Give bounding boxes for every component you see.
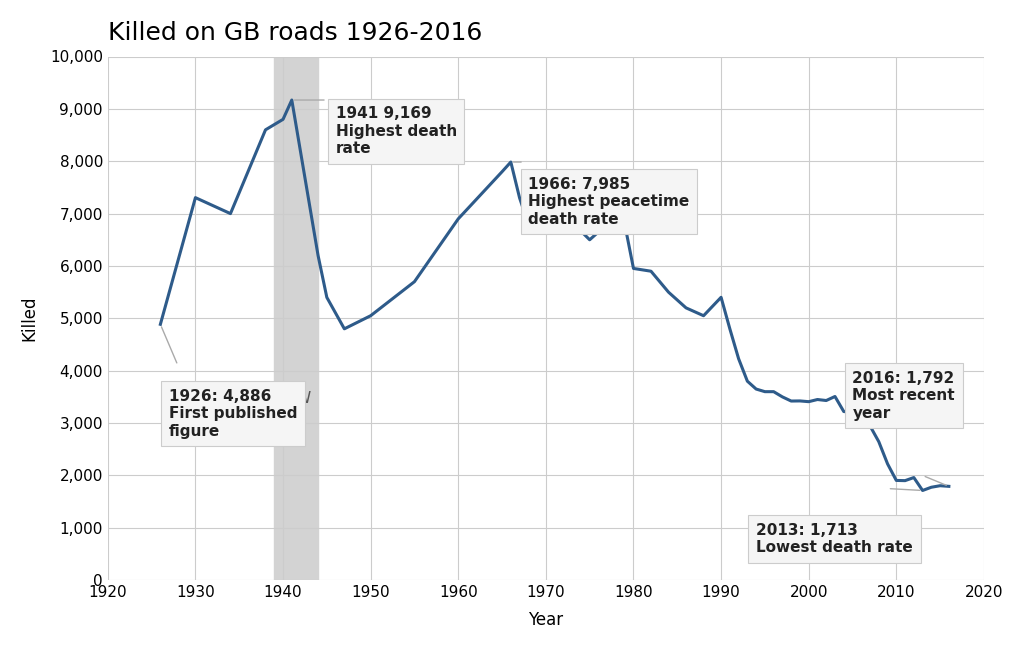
- Y-axis label: Killed: Killed: [20, 296, 39, 341]
- Text: 1941 9,169
Highest death
rate: 1941 9,169 Highest death rate: [336, 106, 457, 156]
- Text: 2016: 1,792
Most recent
year: 2016: 1,792 Most recent year: [853, 370, 955, 421]
- Bar: [274, 57, 318, 580]
- Text: 2013: 1,713
Lowest death rate: 2013: 1,713 Lowest death rate: [756, 523, 912, 555]
- Text: 1926: 4,886
First published
figure: 1926: 4,886 First published figure: [169, 389, 298, 439]
- Text: Killed on GB roads 1926-2016: Killed on GB roads 1926-2016: [108, 21, 482, 45]
- X-axis label: Year: Year: [528, 611, 563, 629]
- Text: 1966: 7,985
Highest peacetime
death rate: 1966: 7,985 Highest peacetime death rate: [528, 177, 689, 227]
- Text: WW
2: WW 2: [281, 391, 311, 423]
